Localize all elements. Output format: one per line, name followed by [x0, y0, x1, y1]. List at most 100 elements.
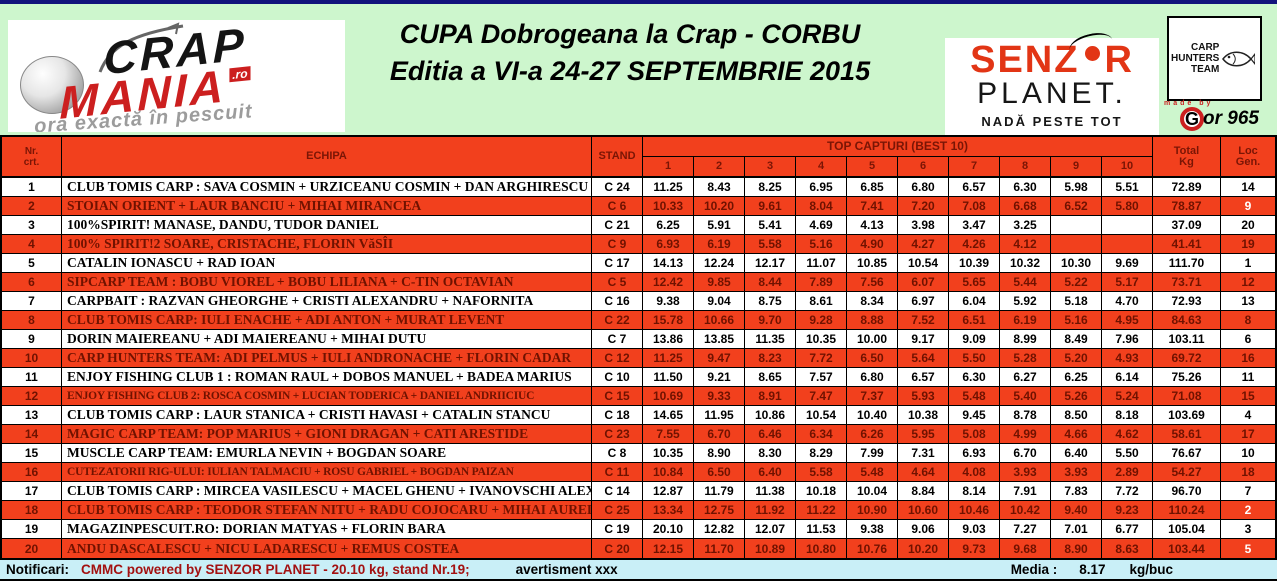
row-number: 2	[2, 197, 62, 215]
cmmc-notice: CMMC powered by SENZOR PLANET - 20.10 kg…	[81, 562, 470, 577]
col-header-loc-gen: Loc Gen.	[1221, 137, 1275, 176]
capture-2: 11.70	[694, 539, 745, 558]
capture-10: 7.96	[1102, 330, 1153, 348]
capture-6: 7.20	[898, 197, 949, 215]
row-number: 15	[2, 444, 62, 462]
capture-2: 12.24	[694, 254, 745, 272]
stand-code: C 22	[592, 311, 643, 329]
page-title: CUPA Dobrogeana la Crap - CORBU Editia a…	[340, 16, 920, 90]
capture-3: 8.65	[745, 368, 796, 386]
top-navy-line	[0, 0, 1277, 4]
stand-code: C 18	[592, 406, 643, 424]
table-row: 10 CARP HUNTERS TEAM: ADI PELMUS + IULI …	[2, 349, 1275, 368]
capture-5: 6.26	[847, 425, 898, 443]
table-row: 17 CLUB TOMIS CARP : MIRCEA VASILESCU + …	[2, 482, 1275, 501]
capture-3: 11.38	[745, 482, 796, 500]
capture-3: 5.58	[745, 235, 796, 253]
total-kg: 103.69	[1153, 406, 1221, 424]
gor-965-text: or 965	[1203, 108, 1259, 129]
media-value: 8.17	[1079, 562, 1106, 577]
capture-6: 10.20	[898, 539, 949, 558]
capture-7: 5.08	[949, 425, 1000, 443]
capture-1: 13.34	[643, 501, 694, 519]
team-name: CUTEZATORII RIG-ULUI: IULIAN TALMACIU + …	[62, 463, 592, 481]
team-name: CARP HUNTERS TEAM: ADI PELMUS + IULI AND…	[62, 349, 592, 367]
capture-6: 10.54	[898, 254, 949, 272]
table-row: 9 DORIN MAIEREANU + ADI MAIEREANU + MIHA…	[2, 330, 1275, 349]
footer-bar: Notificari: CMMC powered by SENZOR PLANE…	[0, 560, 1277, 581]
capture-5: 10.85	[847, 254, 898, 272]
capture-8: 5.92	[1000, 292, 1051, 310]
capture-4: 7.57	[796, 368, 847, 386]
capture-10: 4.95	[1102, 311, 1153, 329]
title-line2: Editia a VI-a 24-27 SEPTEMBRIE 2015	[389, 56, 871, 86]
capture-2: 8.90	[694, 444, 745, 462]
table-row: 11 ENJOY FISHING CLUB 1 : ROMAN RAUL + D…	[2, 368, 1275, 387]
stand-code: C 5	[592, 273, 643, 291]
capture-4: 4.69	[796, 216, 847, 234]
total-line2: Kg	[1179, 155, 1194, 168]
capture-3: 6.46	[745, 425, 796, 443]
col-header-echipa: ECHIPA	[62, 137, 592, 176]
capture-5: 10.40	[847, 406, 898, 424]
stand-code: C 14	[592, 482, 643, 500]
capture-7: 6.57	[949, 178, 1000, 196]
capture-2: 9.21	[694, 368, 745, 386]
capture-9: 4.66	[1051, 425, 1102, 443]
table-row: 7 CARPBAIT : RAZVAN GHEORGHE + CRISTI AL…	[2, 292, 1275, 311]
capture-3: 8.91	[745, 387, 796, 405]
capture-6: 5.93	[898, 387, 949, 405]
capture-1: 12.87	[643, 482, 694, 500]
stand-code: C 20	[592, 539, 643, 558]
team-name: 100% SPIRIT!2 SOARE, CRISTACHE, FLORIN V…	[62, 235, 592, 253]
capture-2: 12.82	[694, 520, 745, 538]
loc-gen: 15	[1241, 389, 1255, 403]
capture-9: 5.98	[1051, 178, 1102, 196]
col-header-9: 9	[1051, 157, 1102, 176]
capture-4: 5.58	[796, 463, 847, 481]
capture-8: 6.27	[1000, 368, 1051, 386]
capture-6: 7.52	[898, 311, 949, 329]
loc-gen: 16	[1241, 351, 1255, 365]
loc-line1: Loc	[1238, 144, 1258, 157]
senzor-text-left: SENZ	[970, 39, 1080, 81]
capture-9	[1051, 216, 1102, 234]
capture-1: 20.10	[643, 520, 694, 538]
row-number: 1	[2, 178, 62, 196]
capture-7: 4.08	[949, 463, 1000, 481]
capture-3: 11.35	[745, 330, 796, 348]
capture-7: 9.45	[949, 406, 1000, 424]
capture-6: 8.84	[898, 482, 949, 500]
row-number: 9	[2, 330, 62, 348]
capture-8: 9.68	[1000, 539, 1051, 558]
capture-4: 10.80	[796, 539, 847, 558]
capture-2: 9.47	[694, 349, 745, 367]
made-by-text: made by	[1164, 100, 1214, 107]
capture-3: 11.92	[745, 501, 796, 519]
capture-2: 11.95	[694, 406, 745, 424]
capture-5: 7.37	[847, 387, 898, 405]
capture-5: 6.80	[847, 368, 898, 386]
capture-5: 10.90	[847, 501, 898, 519]
capture-5: 5.48	[847, 463, 898, 481]
capture-9: 8.50	[1051, 406, 1102, 424]
capture-7: 10.39	[949, 254, 1000, 272]
loc-gen: 3	[1244, 522, 1252, 536]
team-name: CARPBAIT : RAZVAN GHEORGHE + CRISTI ALEX…	[62, 292, 592, 310]
row-number: 18	[2, 501, 62, 519]
capture-6: 6.57	[898, 368, 949, 386]
carp-hunters-text: CARP HUNTERS TEAM	[1171, 42, 1219, 75]
capture-5: 6.50	[847, 349, 898, 367]
capture-4: 5.16	[796, 235, 847, 253]
col-header-stand: STAND	[592, 137, 643, 176]
stand-code: C 24	[592, 178, 643, 196]
capture-2: 12.75	[694, 501, 745, 519]
loc-gen: 11	[1241, 370, 1255, 384]
capture-5: 7.41	[847, 197, 898, 215]
row-number: 5	[2, 254, 62, 272]
capture-5: 8.34	[847, 292, 898, 310]
capture-3: 6.40	[745, 463, 796, 481]
col-header-nr-crt: Nr. crt.	[2, 137, 62, 176]
table-row: 1 CLUB TOMIS CARP : SAVA COSMIN + URZICE…	[2, 178, 1275, 197]
loc-gen: 14	[1241, 180, 1255, 194]
